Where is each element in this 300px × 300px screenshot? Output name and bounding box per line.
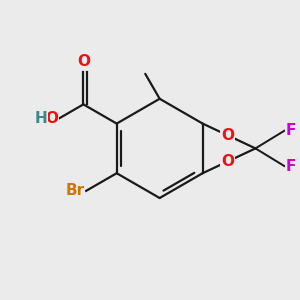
Text: O: O: [221, 128, 234, 143]
Text: Br: Br: [65, 183, 85, 198]
Text: F: F: [286, 158, 296, 173]
Text: O: O: [46, 111, 59, 126]
Text: O: O: [221, 154, 234, 169]
Text: F: F: [286, 123, 296, 138]
Text: O: O: [77, 53, 90, 68]
Text: H: H: [34, 111, 47, 126]
